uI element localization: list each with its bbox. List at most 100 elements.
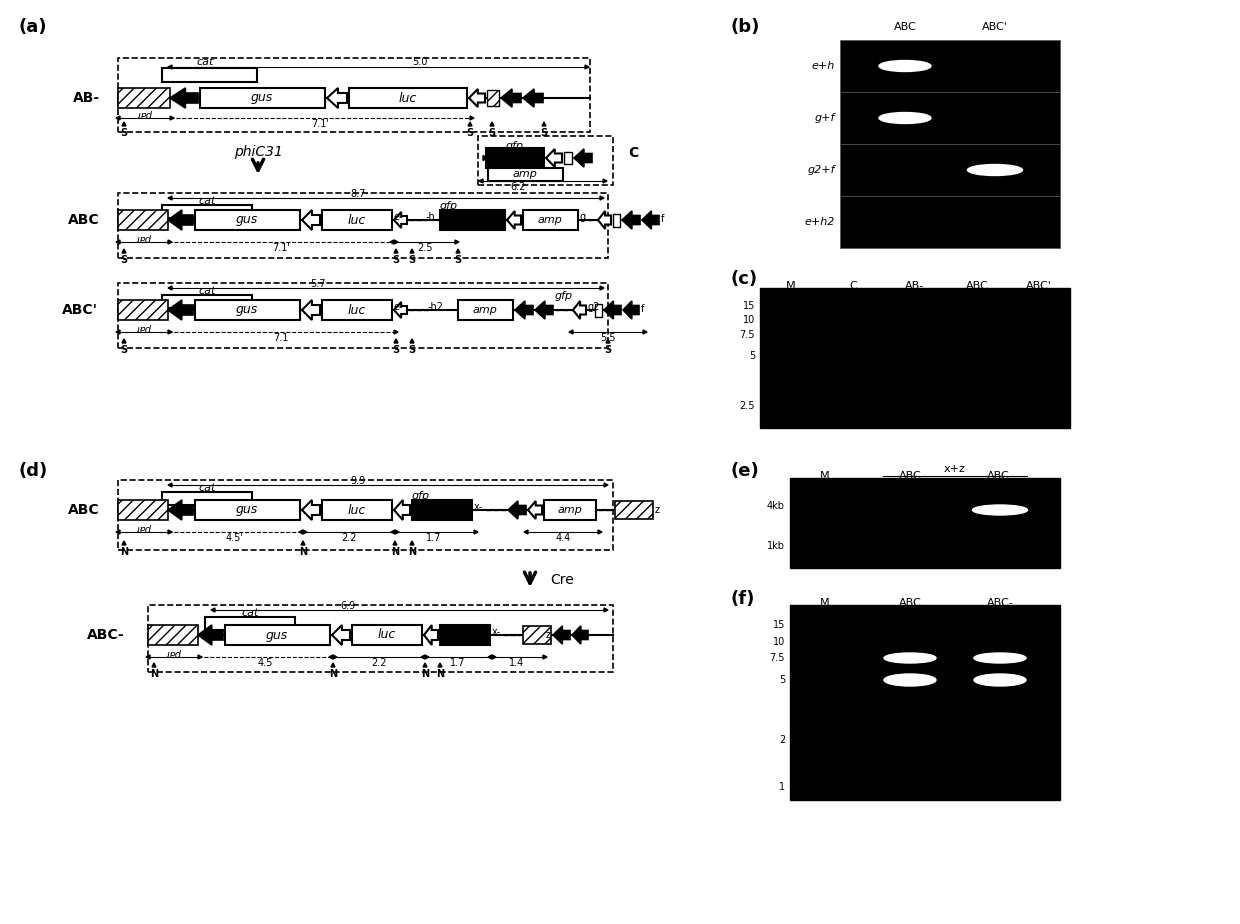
Text: 7.5: 7.5 xyxy=(770,653,785,663)
Polygon shape xyxy=(470,116,474,120)
Text: (a): (a) xyxy=(19,18,47,36)
Ellipse shape xyxy=(879,113,931,124)
Polygon shape xyxy=(528,501,542,519)
Polygon shape xyxy=(642,211,658,229)
Polygon shape xyxy=(546,149,562,167)
Bar xyxy=(162,204,252,217)
Polygon shape xyxy=(515,301,533,319)
Ellipse shape xyxy=(973,674,1025,686)
Text: ABC': ABC' xyxy=(62,303,98,317)
Text: S: S xyxy=(408,345,415,355)
Text: cat: cat xyxy=(198,196,216,206)
Text: ABC: ABC xyxy=(68,213,100,227)
Text: S: S xyxy=(392,255,399,265)
Text: luc: luc xyxy=(348,504,366,517)
Text: par: par xyxy=(136,233,153,243)
Bar xyxy=(348,88,467,108)
Bar xyxy=(162,295,252,308)
Text: AB-: AB- xyxy=(73,91,100,105)
Bar xyxy=(615,501,653,519)
Polygon shape xyxy=(394,500,410,520)
Ellipse shape xyxy=(879,60,931,71)
Bar xyxy=(489,167,563,180)
Polygon shape xyxy=(394,249,398,253)
Text: gus: gus xyxy=(250,91,273,104)
Bar xyxy=(118,210,167,230)
Bar xyxy=(595,303,601,317)
Ellipse shape xyxy=(884,674,936,686)
Polygon shape xyxy=(331,663,335,667)
Polygon shape xyxy=(394,240,398,244)
Text: amp: amp xyxy=(558,505,583,515)
Text: 10: 10 xyxy=(773,637,785,647)
Polygon shape xyxy=(604,608,608,612)
Bar xyxy=(613,213,620,226)
Text: 15: 15 xyxy=(743,301,755,311)
Text: N: N xyxy=(120,547,128,557)
Polygon shape xyxy=(600,196,604,200)
Text: 1kb: 1kb xyxy=(768,541,785,551)
Polygon shape xyxy=(198,655,202,659)
Polygon shape xyxy=(303,300,320,320)
Bar xyxy=(118,283,608,348)
Bar xyxy=(322,210,392,230)
Text: 10: 10 xyxy=(743,315,755,325)
Bar xyxy=(205,616,295,629)
Text: luc: luc xyxy=(348,213,366,226)
Text: 7.1': 7.1' xyxy=(311,119,329,129)
Text: 2.5: 2.5 xyxy=(739,401,755,411)
Polygon shape xyxy=(211,608,215,612)
Text: g: g xyxy=(580,212,587,222)
Text: 7.5: 7.5 xyxy=(739,330,755,340)
Text: N: N xyxy=(329,669,337,679)
Text: N: N xyxy=(150,669,157,679)
Bar xyxy=(200,88,325,108)
Polygon shape xyxy=(456,249,460,253)
Polygon shape xyxy=(543,655,547,659)
Text: e-: e- xyxy=(394,212,403,222)
Bar xyxy=(523,626,551,644)
Polygon shape xyxy=(329,655,334,659)
Text: ABC': ABC' xyxy=(1025,281,1052,291)
Text: 15: 15 xyxy=(773,620,785,630)
Polygon shape xyxy=(394,330,398,334)
Polygon shape xyxy=(604,483,608,487)
Text: gfp: gfp xyxy=(506,141,525,151)
Text: 9.9: 9.9 xyxy=(351,476,366,486)
Polygon shape xyxy=(622,211,640,229)
Text: S: S xyxy=(454,255,461,265)
Text: ABC-: ABC- xyxy=(987,598,1013,608)
Bar xyxy=(412,500,472,520)
Text: x-: x- xyxy=(492,627,501,637)
Text: gus: gus xyxy=(236,303,258,317)
Text: 6.9: 6.9 xyxy=(340,601,356,611)
Polygon shape xyxy=(117,530,120,534)
Bar xyxy=(477,136,613,185)
Bar xyxy=(487,90,498,106)
Text: 4.5': 4.5' xyxy=(226,533,244,543)
Polygon shape xyxy=(167,300,193,320)
Bar xyxy=(118,300,167,320)
Text: cat: cat xyxy=(242,608,259,618)
Text: 4.5: 4.5 xyxy=(258,658,273,668)
Text: g2+f: g2+f xyxy=(807,165,835,175)
Polygon shape xyxy=(479,179,484,183)
Polygon shape xyxy=(410,541,414,545)
Bar xyxy=(440,625,490,645)
Polygon shape xyxy=(393,541,397,545)
Bar xyxy=(195,500,300,520)
Text: 1.7: 1.7 xyxy=(427,533,441,543)
Text: 7.1': 7.1' xyxy=(272,243,290,253)
Polygon shape xyxy=(394,212,407,228)
Text: gus: gus xyxy=(265,628,288,641)
Polygon shape xyxy=(574,149,591,167)
Text: par: par xyxy=(136,323,153,333)
Text: AB-: AB- xyxy=(905,281,925,291)
Bar xyxy=(486,148,544,168)
Polygon shape xyxy=(170,116,174,120)
Text: luc: luc xyxy=(399,91,417,104)
Polygon shape xyxy=(410,249,414,253)
Bar xyxy=(544,500,596,520)
Text: g2: g2 xyxy=(588,302,600,312)
Polygon shape xyxy=(167,240,172,244)
